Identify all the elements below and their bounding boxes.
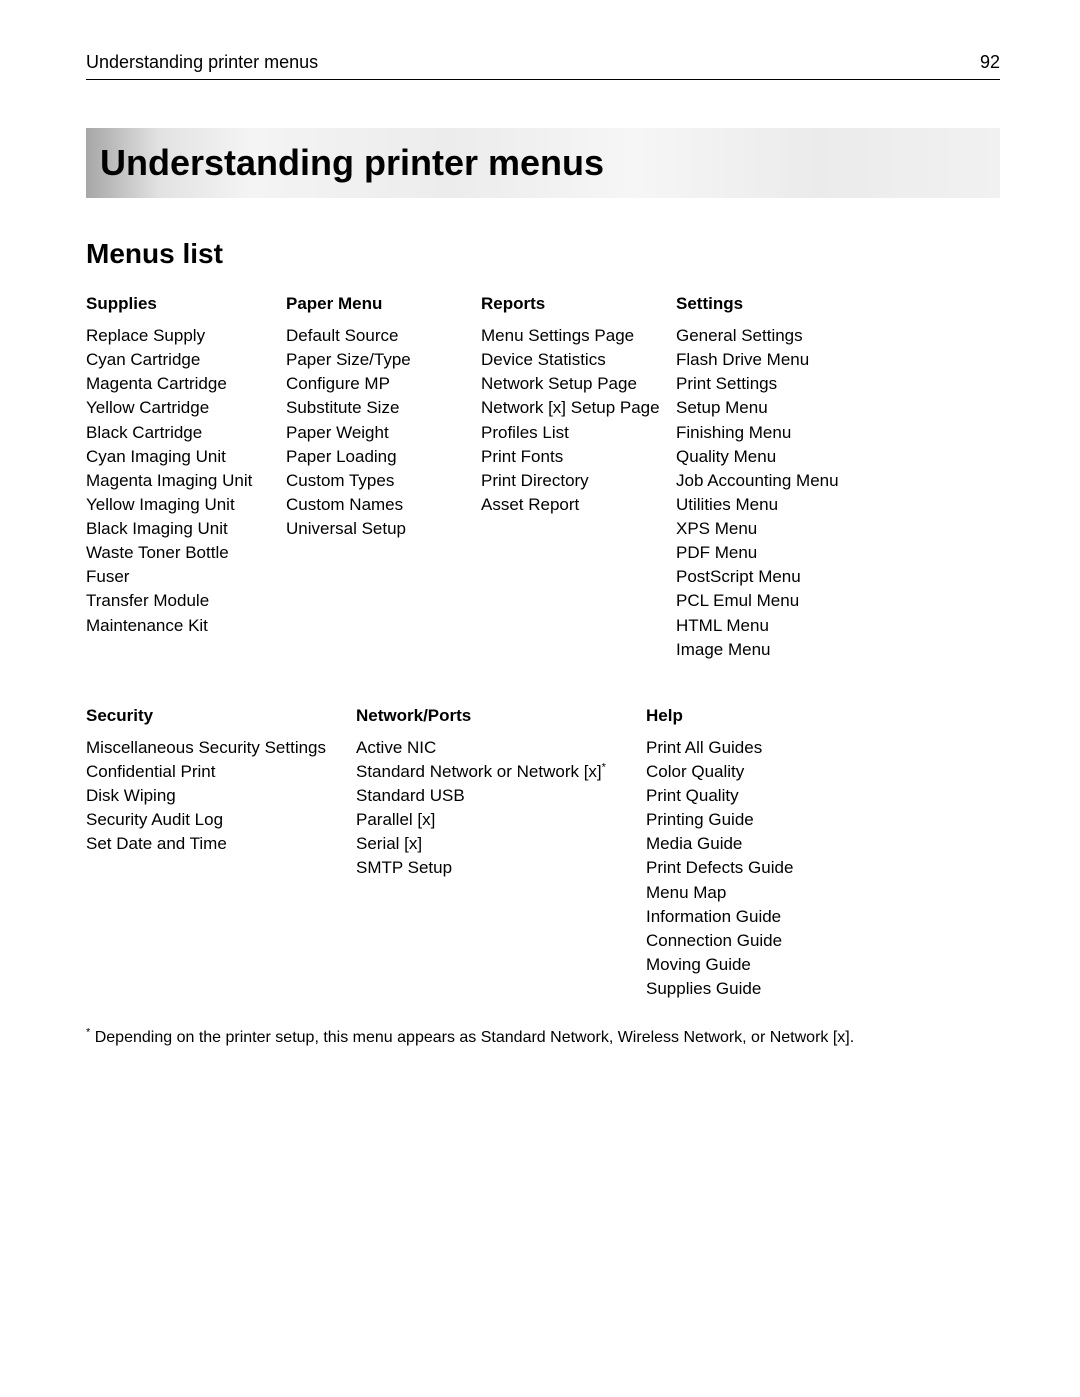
menu-column: SuppliesReplace SupplyCyan CartridgeMage… — [86, 294, 286, 662]
menu-row-2: SecurityMiscellaneous Security SettingsC… — [86, 706, 1000, 1001]
menu-item: Image Menu — [676, 638, 871, 662]
page-number: 92 — [980, 52, 1000, 73]
menu-item: Menu Settings Page — [481, 324, 676, 348]
menu-item: Transfer Module — [86, 589, 286, 613]
menu-row-1: SuppliesReplace SupplyCyan CartridgeMage… — [86, 294, 1000, 662]
menu-item: Substitute Size — [286, 396, 481, 420]
menu-item: Print Directory — [481, 469, 676, 493]
menu-item: Miscellaneous Security Settings — [86, 736, 356, 760]
menu-item: Print Settings — [676, 372, 871, 396]
menu-item: Job Accounting Menu — [676, 469, 871, 493]
menu-item: Network Setup Page — [481, 372, 676, 396]
menu-item: Supplies Guide — [646, 977, 876, 1001]
menu-item: SMTP Setup — [356, 856, 646, 880]
menu-item: PCL Emul Menu — [676, 589, 871, 613]
menu-item: Cyan Imaging Unit — [86, 445, 286, 469]
footnote: * Depending on the printer setup, this m… — [86, 1029, 1000, 1047]
menu-column: Paper MenuDefault SourcePaper Size/TypeC… — [286, 294, 481, 662]
menu-item: Print Quality — [646, 784, 876, 808]
menu-item: Yellow Cartridge — [86, 396, 286, 420]
menu-item: Standard Network or Network [x]* — [356, 760, 646, 784]
menu-item: Connection Guide — [646, 929, 876, 953]
menu-item: Magenta Imaging Unit — [86, 469, 286, 493]
menu-item: Universal Setup — [286, 517, 481, 541]
menu-item: Profiles List — [481, 421, 676, 445]
menu-item: Active NIC — [356, 736, 646, 760]
menu-item: Yellow Imaging Unit — [86, 493, 286, 517]
menu-item: Paper Weight — [286, 421, 481, 445]
menu-item: Finishing Menu — [676, 421, 871, 445]
menu-item: Moving Guide — [646, 953, 876, 977]
menu-item: Print Fonts — [481, 445, 676, 469]
menu-item: Printing Guide — [646, 808, 876, 832]
menu-item: Set Date and Time — [86, 832, 356, 856]
column-heading: Network/Ports — [356, 706, 646, 726]
menu-item: Menu Map — [646, 881, 876, 905]
column-heading: Help — [646, 706, 876, 726]
menu-item: Fuser — [86, 565, 286, 589]
menu-item: Paper Size/Type — [286, 348, 481, 372]
menu-item: Flash Drive Menu — [676, 348, 871, 372]
menu-item: Black Imaging Unit — [86, 517, 286, 541]
menu-item: PostScript Menu — [676, 565, 871, 589]
menu-item: Magenta Cartridge — [86, 372, 286, 396]
footnote-text: Depending on the printer setup, this men… — [90, 1029, 854, 1046]
menu-item: Asset Report — [481, 493, 676, 517]
menu-item: Network [x] Setup Page — [481, 396, 676, 420]
page: Understanding printer menus 92 Understan… — [0, 0, 1080, 1397]
menu-item: Default Source — [286, 324, 481, 348]
page-title: Understanding printer menus — [100, 142, 982, 184]
column-heading: Reports — [481, 294, 676, 314]
menu-item: Custom Types — [286, 469, 481, 493]
menu-column: Reports Menu Settings PageDevice Statisti… — [481, 294, 676, 662]
footnote-ref: * — [602, 761, 606, 773]
menu-item: Black Cartridge — [86, 421, 286, 445]
menu-item: Setup Menu — [676, 396, 871, 420]
menu-item: Standard USB — [356, 784, 646, 808]
menu-item: Confidential Print — [86, 760, 356, 784]
menu-column: Security Miscellaneous Security SettingsC… — [86, 706, 356, 1001]
menu-item: Device Statistics — [481, 348, 676, 372]
page-header: Understanding printer menus 92 — [86, 52, 1000, 80]
menu-item: Cyan Cartridge — [86, 348, 286, 372]
menu-item: Custom Names — [286, 493, 481, 517]
menu-item: HTML Menu — [676, 614, 871, 638]
menu-column: Settings General SettingsFlash Drive Menu… — [676, 294, 871, 662]
menu-item: Utilities Menu — [676, 493, 871, 517]
column-heading: Settings — [676, 294, 871, 314]
menu-item: Maintenance Kit — [86, 614, 286, 638]
menu-column: Help Print All GuidesColor QualityPrint Q… — [646, 706, 876, 1001]
menu-item: Parallel [x] — [356, 808, 646, 832]
column-heading: Security — [86, 706, 356, 726]
menu-item: Color Quality — [646, 760, 876, 784]
menu-item: XPS Menu — [676, 517, 871, 541]
menu-item: Configure MP — [286, 372, 481, 396]
column-heading: Supplies — [86, 294, 286, 314]
menu-item: Print All Guides — [646, 736, 876, 760]
breadcrumb: Understanding printer menus — [86, 52, 318, 73]
menu-item: General Settings — [676, 324, 871, 348]
menu-item: PDF Menu — [676, 541, 871, 565]
menu-item: Waste Toner Bottle — [86, 541, 286, 565]
title-banner: Understanding printer menus — [86, 128, 1000, 198]
menu-item: Disk Wiping — [86, 784, 356, 808]
menu-item: Serial [x] — [356, 832, 646, 856]
menu-item: Print Defects Guide — [646, 856, 876, 880]
menu-column: Network/Ports Active NICStandard Network … — [356, 706, 646, 1001]
menu-item: Replace Supply — [86, 324, 286, 348]
menu-item: Paper Loading — [286, 445, 481, 469]
menu-item: Media Guide — [646, 832, 876, 856]
menu-item: Information Guide — [646, 905, 876, 929]
menu-item: Security Audit Log — [86, 808, 356, 832]
section-title: Menus list — [86, 238, 1000, 270]
column-heading: Paper Menu — [286, 294, 481, 314]
menu-item: Quality Menu — [676, 445, 871, 469]
